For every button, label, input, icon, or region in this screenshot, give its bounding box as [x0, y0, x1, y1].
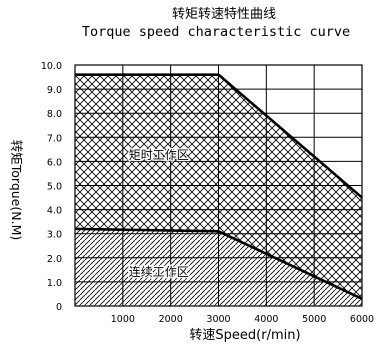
continuous-region-label: 连续工作区	[129, 264, 189, 279]
plot-area	[74, 64, 363, 307]
y-tick-label: 4.0	[47, 206, 62, 217]
y-tick-label: 3.0	[47, 230, 62, 241]
x-tick-label: 1000	[111, 314, 135, 325]
x-tick-label: 2000	[159, 314, 183, 325]
y-tick-label: 0	[56, 302, 62, 313]
x-axis-label: 转速Speed(r/min)	[189, 328, 300, 343]
y-tick-label: 1.0	[47, 278, 62, 289]
series-line-continuous	[74, 227, 363, 300]
y-tick-label: 7.0	[47, 133, 62, 144]
y-tick-labels: 0 1.0 2.0 3.0 4.0 5.0 6.0 7.0 8.0 9.0 10.0	[41, 61, 62, 313]
x-tick-label: 5000	[302, 314, 326, 325]
chart-subtitle: Torque speed characteristic curve	[82, 24, 350, 40]
x-tick-labels: 1000 2000 3000 4000 5000 6000	[111, 314, 374, 325]
y-axis-label: 转矩Torque(N.M)	[9, 140, 24, 241]
chart-title: 转矩转速特性曲线	[172, 7, 276, 22]
y-tick-label: 5.0	[47, 182, 62, 193]
x-tick-label: 6000	[350, 314, 374, 325]
y-tick-label: 6.0	[47, 157, 62, 168]
y-tick-label: 2.0	[47, 254, 62, 265]
x-tick-label: 3000	[206, 314, 230, 325]
peak-region-label: 矩时工作区	[129, 148, 189, 162]
x-tick-label: 4000	[254, 314, 278, 325]
y-tick-label: 8.0	[47, 109, 62, 120]
series-line-peak	[75, 73, 363, 199]
plot-frame	[74, 64, 363, 307]
y-tick-label: 9.0	[47, 85, 62, 96]
y-tick-label: 10.0	[41, 61, 62, 72]
